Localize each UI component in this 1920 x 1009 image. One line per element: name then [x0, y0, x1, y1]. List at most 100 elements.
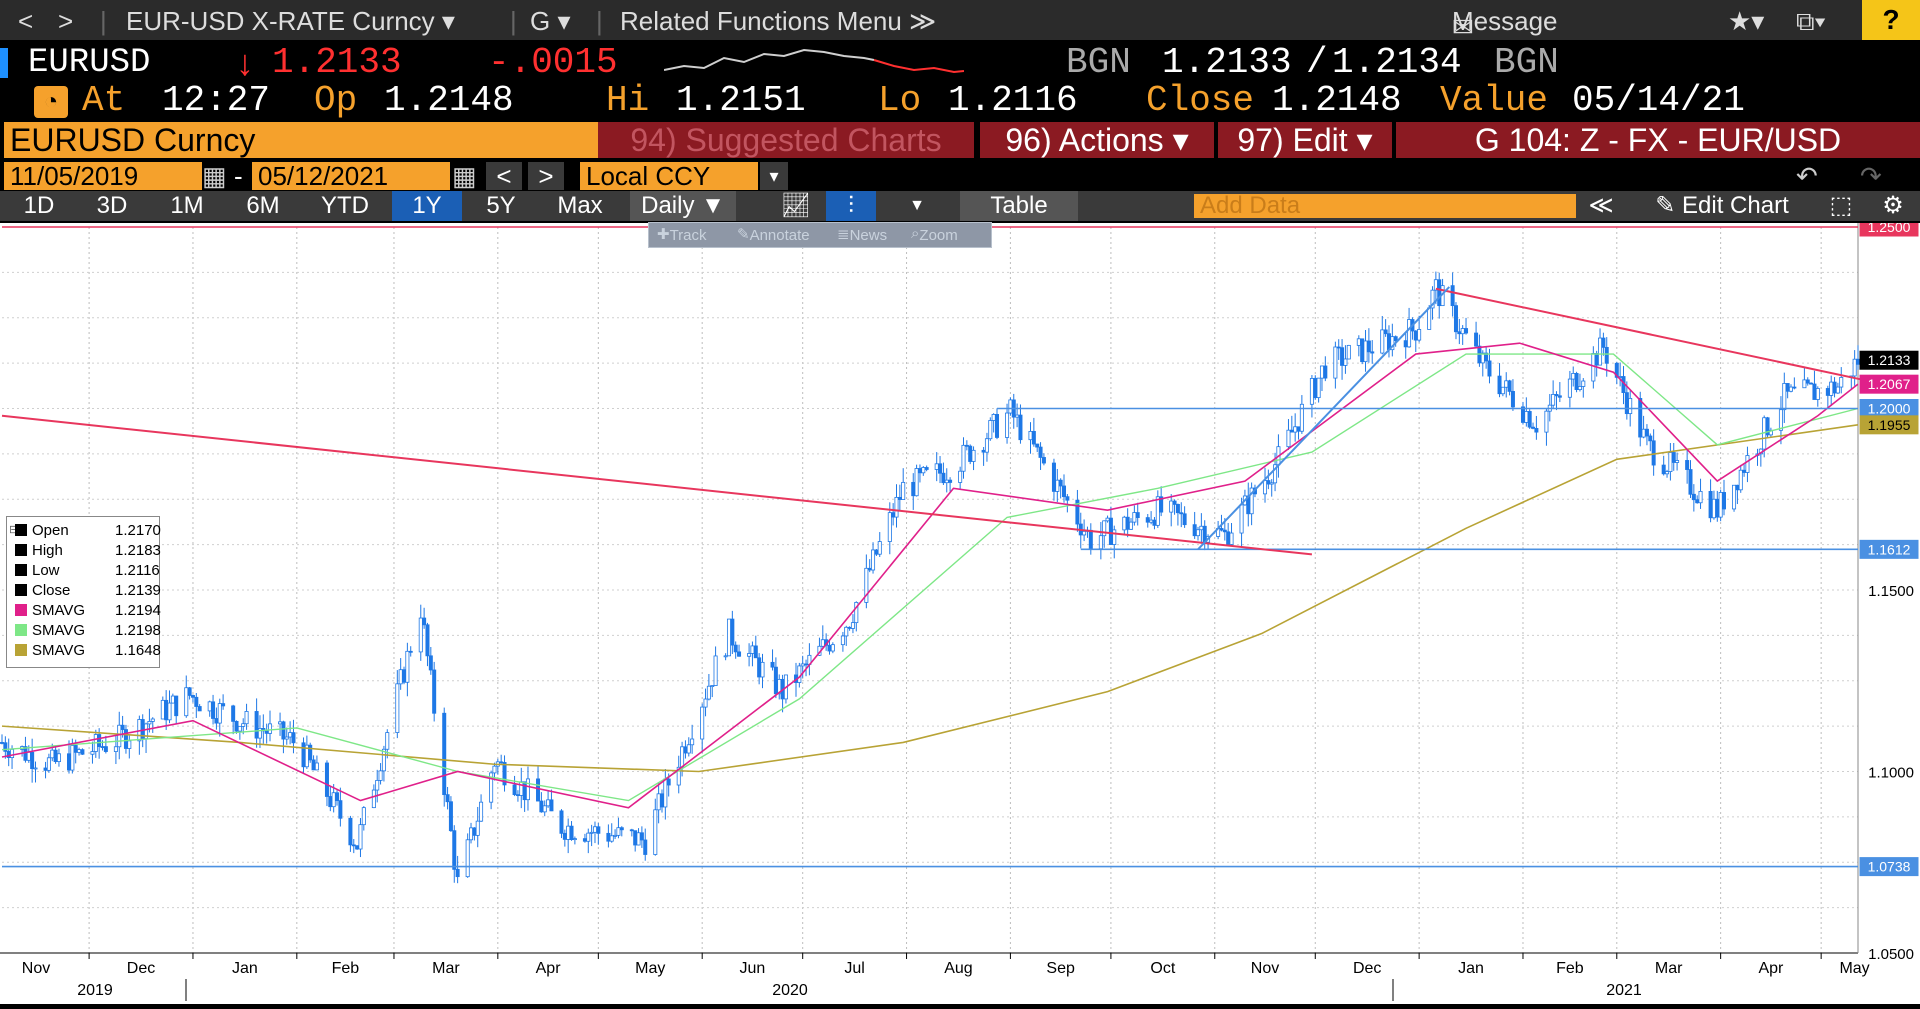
- message-button[interactable]: ✉ Message: [1452, 6, 1558, 42]
- back-button[interactable]: <: [18, 6, 34, 36]
- candle-body: [1825, 388, 1830, 396]
- edit-menu[interactable]: 97) Edit ▾: [1218, 122, 1392, 158]
- collapse-icon[interactable]: ≪: [1588, 192, 1614, 219]
- candle-body: [308, 744, 313, 761]
- legend-row[interactable]: Low 1.2116: [15, 561, 160, 581]
- candle-body: [733, 644, 738, 653]
- add-data-input[interactable]: Add Data: [1194, 194, 1576, 218]
- candle-body: [1644, 428, 1649, 437]
- period-ytd-button[interactable]: YTD: [321, 192, 369, 219]
- period-1m-button[interactable]: 1M: [170, 192, 204, 219]
- legend-row[interactable]: SMAVG 1.2198: [15, 621, 161, 641]
- candle-body: [1031, 430, 1036, 445]
- zoom-tool[interactable]: ⌕ Zoom: [911, 225, 958, 244]
- legend-row[interactable]: SMAVG 1.2194: [15, 601, 161, 621]
- period-1y-button[interactable]: 1Y: [392, 191, 462, 221]
- period-1d-button[interactable]: 1D: [23, 192, 55, 219]
- candle-body: [30, 751, 35, 769]
- suggested-charts-button[interactable]: 94) Suggested Charts: [598, 122, 974, 158]
- favorite-icon[interactable]: ★▾: [1728, 6, 1765, 36]
- security-field[interactable]: EURUSD Curncy: [4, 122, 598, 158]
- period-max-button[interactable]: Max: [557, 192, 603, 219]
- candle-body: [539, 800, 544, 813]
- candle-body: [683, 746, 688, 754]
- legend-row[interactable]: SMAVG 1.1648: [15, 641, 161, 661]
- calendar-icon[interactable]: ▦: [452, 161, 477, 191]
- candle-body: [1055, 479, 1060, 492]
- candle-body: [328, 796, 333, 808]
- candle-body: [643, 839, 648, 855]
- candle-body: [1316, 377, 1321, 399]
- chevron-down-icon[interactable]: ▼: [909, 197, 925, 214]
- candle-body: [700, 706, 705, 740]
- quote-detail-row: ◔ At 12:27 Op 1.2148 Hi 1.2151 Lo 1.2116…: [0, 80, 1920, 121]
- edit-chart-button[interactable]: ✎ Edit Chart: [1655, 192, 1789, 219]
- line-chart-icon[interactable]: 📈︎: [780, 192, 812, 219]
- actions-menu[interactable]: 96) Actions ▾: [980, 122, 1214, 158]
- table-button[interactable]: Table: [960, 191, 1078, 221]
- candle-body: [1574, 373, 1579, 390]
- candle-body: [1098, 535, 1103, 550]
- candle-body: [214, 718, 219, 724]
- candle-body: [911, 481, 916, 497]
- legend-row[interactable]: High 1.2183: [15, 541, 161, 561]
- annotate-tool[interactable]: ✎ Annotate: [737, 226, 810, 244]
- legend-value: 1.2198: [115, 622, 161, 639]
- candle-body: [284, 736, 289, 740]
- price-label-bg: [1859, 415, 1919, 435]
- candle-body: [1839, 377, 1844, 388]
- candle-body: [187, 687, 192, 696]
- candle-body: [1641, 428, 1646, 438]
- forward-button[interactable]: >: [58, 6, 74, 36]
- related-functions-menu[interactable]: Related Functions Menu ≫: [620, 6, 937, 36]
- net-change: -.0015: [488, 42, 618, 83]
- legend-row[interactable]: Close 1.2139: [15, 581, 161, 601]
- gear-icon[interactable]: ⚙: [1882, 192, 1904, 219]
- next-range-button[interactable]: >: [528, 162, 564, 190]
- price-chart[interactable]: Nov Dec Jan Feb Mar Apr May Jun Jul Aug Sep Oct Nov D…: [0, 217, 1920, 1004]
- chart-legend[interactable]: ⊟ Open 1.2170 High 1.2183 Low 1.2116 Close 1.213…: [6, 516, 161, 668]
- candle-body: [877, 541, 882, 555]
- g-menu[interactable]: G ▾: [530, 6, 571, 36]
- news-tool[interactable]: ≣ News: [837, 226, 888, 244]
- candle-body: [1856, 358, 1861, 365]
- candle-body: [897, 496, 902, 500]
- legend-row[interactable]: Open 1.2170: [15, 521, 161, 541]
- calendar-icon[interactable]: ▦: [202, 161, 227, 191]
- candle-body: [1346, 344, 1351, 360]
- candle-body: [984, 438, 989, 453]
- candle-body: [0, 742, 4, 744]
- start-date-input[interactable]: 11/05/2019: [4, 162, 202, 190]
- redo-icon[interactable]: ↷: [1860, 161, 1882, 191]
- legend-value: 1.2194: [115, 602, 161, 619]
- bid-source: BGN: [1066, 42, 1131, 83]
- legend-collapse-icon[interactable]: ⊟: [9, 524, 19, 536]
- period-5y-button[interactable]: 5Y: [486, 192, 516, 219]
- launch-icon[interactable]: ⧉▾: [1796, 6, 1826, 36]
- end-date-input[interactable]: 05/12/2021: [252, 162, 450, 190]
- close-value: 1.2148: [1272, 80, 1402, 121]
- undo-icon[interactable]: ↶: [1796, 161, 1818, 191]
- candle-body: [1450, 285, 1455, 307]
- candle-body: [921, 467, 926, 474]
- chart-settings-icon[interactable]: ⬚: [1829, 192, 1853, 219]
- chevron-down-icon[interactable]: ▾: [760, 162, 788, 190]
- candle-body: [1370, 351, 1375, 354]
- prev-range-button[interactable]: <: [486, 162, 522, 190]
- candle-chart-icon[interactable]: ⫶: [826, 191, 876, 221]
- candle-body: [1172, 500, 1177, 505]
- candle-body: [33, 767, 38, 770]
- candle-body: [737, 651, 742, 657]
- track-tool[interactable]: ✚ Track: [657, 226, 707, 244]
- price-label-bg: [1859, 350, 1919, 370]
- candle-body: [184, 687, 189, 717]
- frequency-select[interactable]: Daily ▼: [630, 191, 736, 221]
- candle-body: [381, 748, 386, 772]
- currency-select[interactable]: Local CCY: [580, 162, 758, 190]
- security-menu[interactable]: EUR-USD X-RATE Curncy ▾: [126, 6, 455, 36]
- period-6m-button[interactable]: 6M: [246, 192, 280, 219]
- period-3d-button[interactable]: 3D: [96, 192, 128, 219]
- candle-body: [958, 470, 963, 483]
- help-button[interactable]: ?: [1862, 0, 1920, 40]
- candle-body: [1665, 471, 1670, 475]
